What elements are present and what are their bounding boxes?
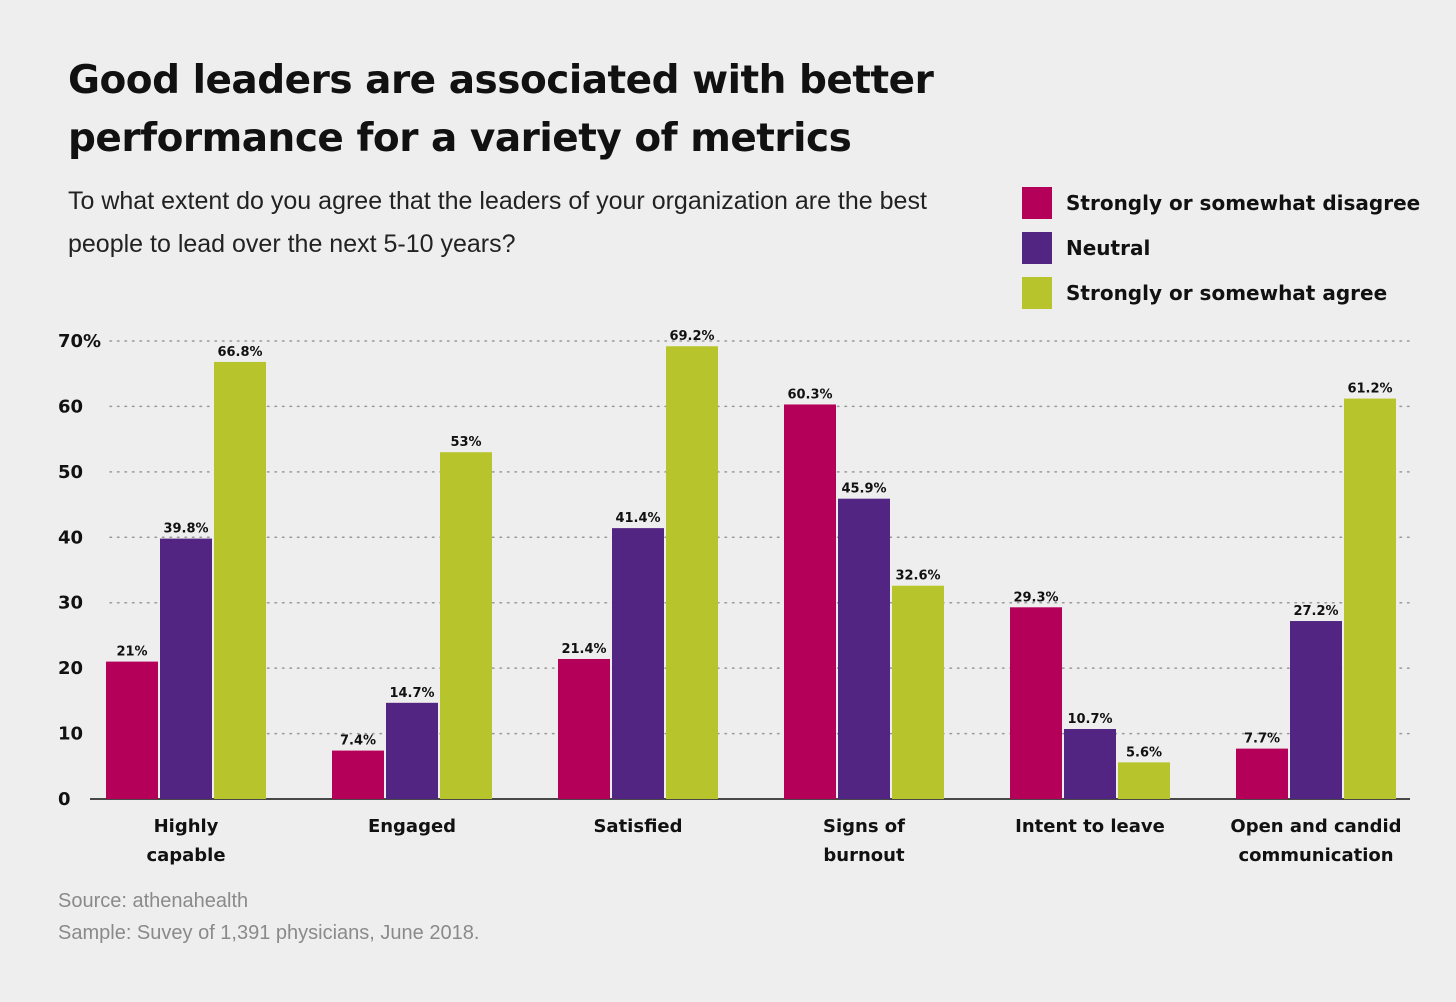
y-tick-label: 50 xyxy=(58,462,83,483)
footer: Source: athenahealth Sample: Suvey of 1,… xyxy=(58,885,479,949)
y-tick-label: 60 xyxy=(58,396,83,417)
data-label: 21.4% xyxy=(561,642,606,657)
bar xyxy=(440,452,492,799)
x-category-label: Highly xyxy=(154,816,219,837)
x-category-label: burnout xyxy=(823,845,905,866)
y-tick-label: 30 xyxy=(58,593,83,614)
data-label: 45.9% xyxy=(841,482,886,497)
y-tick-label: 40 xyxy=(58,527,83,548)
bar xyxy=(332,750,384,799)
legend-swatch-disagree xyxy=(1022,186,1052,219)
y-tick-label: 0 xyxy=(58,789,71,810)
legend-item-disagree: Strongly or somewhat disagree xyxy=(1022,180,1420,225)
bar xyxy=(1064,728,1116,799)
legend-label: Neutral xyxy=(1066,235,1151,260)
bar xyxy=(160,538,212,799)
chart-title: Good leaders are associated with better … xyxy=(68,58,934,161)
legend-label: Strongly or somewhat agree xyxy=(1066,280,1388,305)
legend-item-agree: Strongly or somewhat agree xyxy=(1022,270,1420,315)
data-label: 60.3% xyxy=(787,387,832,402)
bar xyxy=(214,361,266,799)
x-category-label: communication xyxy=(1238,845,1393,866)
data-label: 39.8% xyxy=(163,522,208,537)
data-label: 53% xyxy=(450,435,481,450)
legend: Strongly or somewhat disagree Neutral St… xyxy=(1022,180,1420,315)
bar xyxy=(558,658,610,799)
bar xyxy=(1344,398,1396,799)
bar xyxy=(784,404,836,799)
data-label: 69.2% xyxy=(669,329,714,344)
source-note: Source: athenahealth xyxy=(58,890,249,912)
bar xyxy=(1236,748,1288,799)
legend-label: Strongly or somewhat disagree xyxy=(1066,190,1421,215)
data-label: 61.2% xyxy=(1347,382,1392,397)
data-label: 41.4% xyxy=(615,511,660,526)
data-label: 66.8% xyxy=(217,345,262,360)
data-label: 21% xyxy=(116,645,147,660)
y-tick-label: 70% xyxy=(58,331,101,352)
bar xyxy=(1010,607,1062,799)
legend-swatch-agree xyxy=(1022,276,1052,309)
bar xyxy=(892,585,944,799)
bar xyxy=(1118,762,1170,799)
bar xyxy=(666,346,718,799)
x-category-label: Intent to leave xyxy=(1015,816,1165,837)
bar xyxy=(838,498,890,799)
sample-note: Sample: Suvey of 1,391 physicians, June … xyxy=(58,922,480,944)
y-tick-label: 10 xyxy=(58,724,83,745)
legend-item-neutral: Neutral xyxy=(1022,225,1420,270)
data-label: 7.4% xyxy=(340,734,376,749)
x-category-label: Open and candid xyxy=(1230,816,1401,837)
data-label: 32.6% xyxy=(895,569,940,584)
bar xyxy=(1290,621,1342,799)
legend-swatch-neutral xyxy=(1022,231,1052,264)
data-label: 5.6% xyxy=(1126,745,1162,760)
bar xyxy=(612,528,664,799)
x-category-label: Signs of xyxy=(823,816,905,837)
x-category-label: capable xyxy=(146,845,225,866)
x-category-label: Engaged xyxy=(368,816,456,837)
bar xyxy=(386,702,438,799)
data-label: 14.7% xyxy=(389,686,434,701)
data-label: 29.3% xyxy=(1013,590,1058,605)
bar xyxy=(106,661,158,799)
x-category-label: Satisfied xyxy=(593,816,682,837)
chart-subtitle: To what extent do you agree that the lea… xyxy=(68,187,927,258)
data-label: 7.7% xyxy=(1244,732,1280,747)
y-tick-label: 20 xyxy=(58,658,83,679)
data-label: 10.7% xyxy=(1067,712,1112,727)
data-label: 27.2% xyxy=(1293,604,1338,619)
